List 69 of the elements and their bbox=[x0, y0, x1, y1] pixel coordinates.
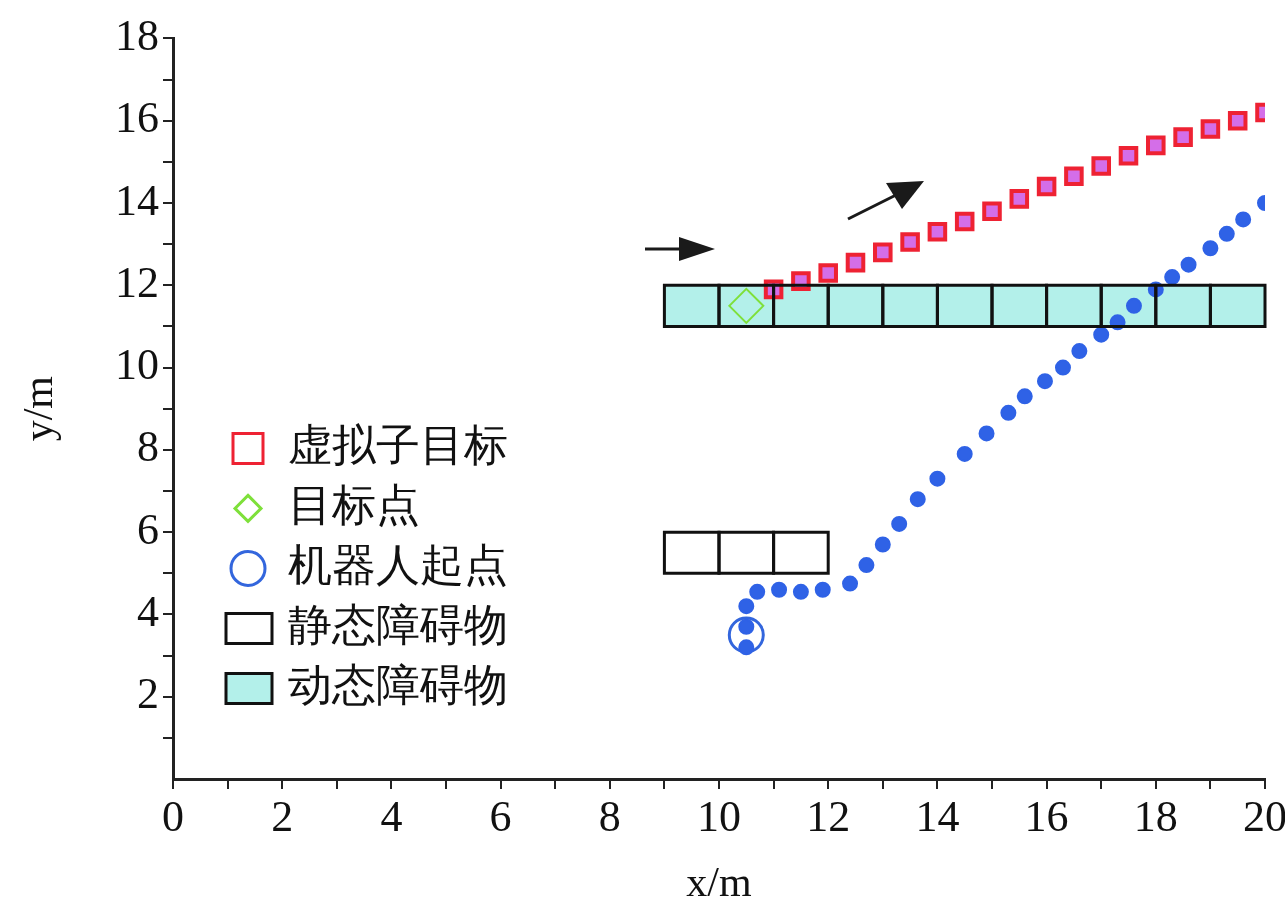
point bbox=[1180, 256, 1197, 273]
point bbox=[1016, 388, 1033, 405]
point bbox=[842, 575, 859, 592]
legend-label: 目标点 bbox=[288, 480, 420, 530]
y-tick-label: 18 bbox=[115, 10, 159, 60]
point bbox=[874, 536, 891, 553]
point bbox=[982, 201, 1002, 221]
point bbox=[1036, 176, 1057, 197]
point bbox=[814, 581, 831, 598]
point bbox=[1173, 127, 1193, 147]
point bbox=[738, 639, 755, 656]
y-tick-label: 6 bbox=[137, 504, 159, 554]
y-tick-label: 2 bbox=[137, 669, 159, 719]
x-tick-label: 8 bbox=[598, 791, 621, 841]
point bbox=[929, 470, 946, 487]
x-tick-label: 2 bbox=[271, 791, 294, 841]
point bbox=[1146, 135, 1166, 156]
y-tick-label: 16 bbox=[115, 93, 159, 143]
point bbox=[749, 583, 766, 600]
x-tick-label: 0 bbox=[162, 791, 184, 841]
point bbox=[1118, 145, 1139, 166]
point bbox=[792, 583, 809, 600]
point bbox=[1218, 225, 1235, 242]
point bbox=[954, 211, 975, 232]
point bbox=[738, 598, 755, 615]
x-tick-label: 20 bbox=[1243, 791, 1285, 841]
point bbox=[1000, 404, 1017, 421]
point bbox=[818, 263, 838, 283]
point bbox=[1009, 189, 1030, 209]
point bbox=[927, 222, 948, 242]
point bbox=[900, 232, 920, 252]
x-tick-label: 6 bbox=[489, 791, 512, 841]
y-tick-label: 4 bbox=[137, 586, 159, 636]
x-axis-title: x/m bbox=[686, 858, 752, 902]
point bbox=[1200, 119, 1221, 139]
legend-label: 机器人起点 bbox=[288, 540, 508, 590]
point bbox=[909, 491, 926, 508]
point bbox=[1091, 156, 1111, 176]
y-axis-title: y/m bbox=[15, 375, 62, 442]
point bbox=[1202, 240, 1219, 257]
x-tick-label: 12 bbox=[806, 791, 851, 841]
point bbox=[845, 252, 866, 273]
x-tick-label: 4 bbox=[380, 791, 403, 841]
point bbox=[1036, 373, 1053, 390]
point bbox=[858, 557, 875, 574]
point bbox=[1235, 211, 1252, 228]
x-tick-label: 10 bbox=[697, 791, 741, 841]
legend-label: 动态障碍物 bbox=[288, 660, 508, 710]
x-tick-label: 16 bbox=[1024, 791, 1069, 841]
point bbox=[771, 581, 788, 598]
point bbox=[1071, 343, 1088, 360]
legend-label: 虚拟子目标 bbox=[288, 420, 508, 470]
x-tick-label: 18 bbox=[1133, 791, 1178, 841]
point bbox=[891, 515, 908, 532]
x-tick-label: 14 bbox=[915, 791, 960, 841]
point bbox=[1164, 269, 1181, 286]
point bbox=[1093, 326, 1110, 343]
point bbox=[1054, 359, 1071, 376]
y-tick-label: 8 bbox=[137, 422, 159, 472]
point bbox=[1227, 110, 1248, 131]
point bbox=[956, 445, 973, 462]
y-tick-label: 10 bbox=[115, 340, 159, 390]
point bbox=[978, 425, 995, 442]
point bbox=[873, 242, 893, 263]
legend-label: 静态障碍物 bbox=[288, 600, 508, 650]
y-tick-label: 14 bbox=[115, 175, 159, 225]
y-tick-label: 12 bbox=[115, 257, 159, 307]
point bbox=[1064, 166, 1084, 187]
point bbox=[727, 616, 765, 654]
